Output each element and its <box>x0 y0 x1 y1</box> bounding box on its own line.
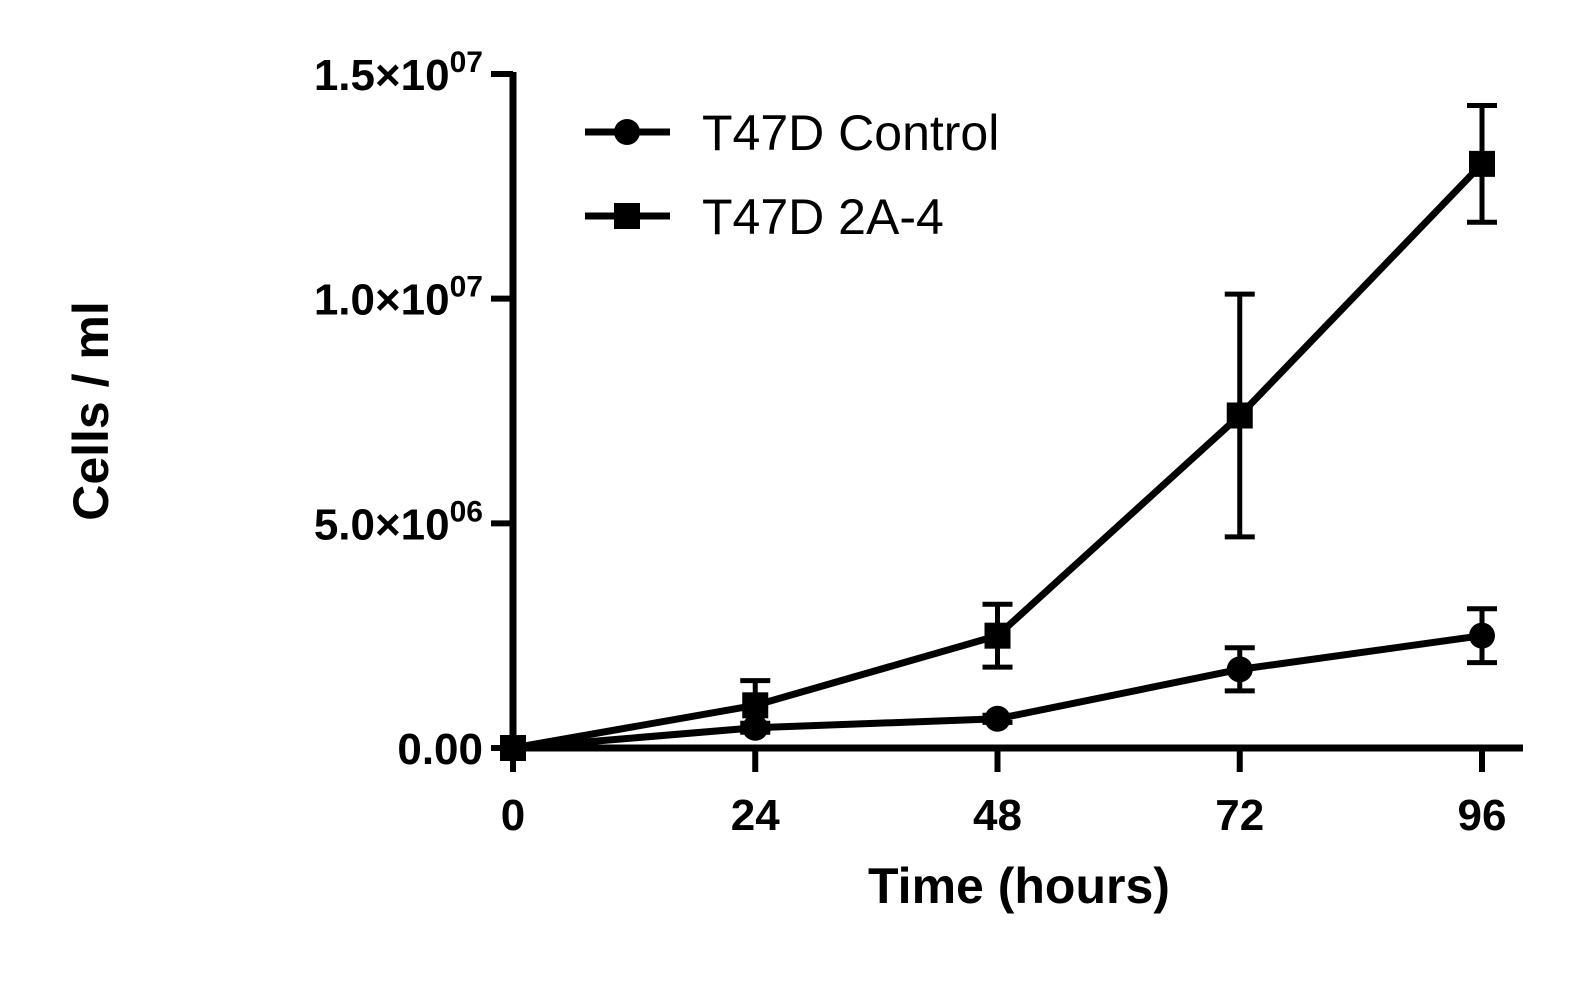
legend-label: T47D Control <box>702 105 999 161</box>
x-axis-ticks: 0 24 48 72 96 <box>501 748 1507 840</box>
x-tick-label: 0 <box>501 791 525 840</box>
data-point <box>742 692 769 719</box>
legend-label: T47D 2A-4 <box>702 189 944 245</box>
data-point <box>1469 622 1495 649</box>
legend-marker <box>614 119 640 145</box>
y-axis-title: Cells / ml <box>63 301 119 521</box>
legend-item: T47D 2A-4 <box>585 189 944 245</box>
series-layer <box>500 102 1497 761</box>
x-tick-label: 72 <box>1215 791 1264 840</box>
data-point <box>1226 402 1253 429</box>
data-point <box>984 705 1011 732</box>
x-tick-label: 96 <box>1458 791 1507 840</box>
y-tick-label: 5.0×1006 <box>314 495 483 549</box>
x-tick-label: 24 <box>731 791 780 840</box>
legend-marker <box>614 203 640 229</box>
y-axis-ticks: 0.00 5.0×1006 1.0×1007 1.5×1007 <box>314 46 513 774</box>
y-tick-label: 1.0×1007 <box>314 271 483 325</box>
data-point <box>1469 150 1495 177</box>
x-tick-label: 48 <box>973 791 1022 840</box>
y-tick-label: 1.5×1007 <box>314 46 483 100</box>
axes <box>509 72 1523 752</box>
x-axis-title: Time (hours) <box>868 858 1170 914</box>
data-point <box>984 622 1011 649</box>
data-point <box>500 735 526 761</box>
y-tick-label: 0.00 <box>397 725 483 774</box>
legend: T47D Control T47D 2A-4 <box>585 105 999 245</box>
series-2a-4 <box>500 102 1497 761</box>
data-point <box>1226 656 1253 683</box>
legend-item: T47D Control <box>585 105 999 161</box>
